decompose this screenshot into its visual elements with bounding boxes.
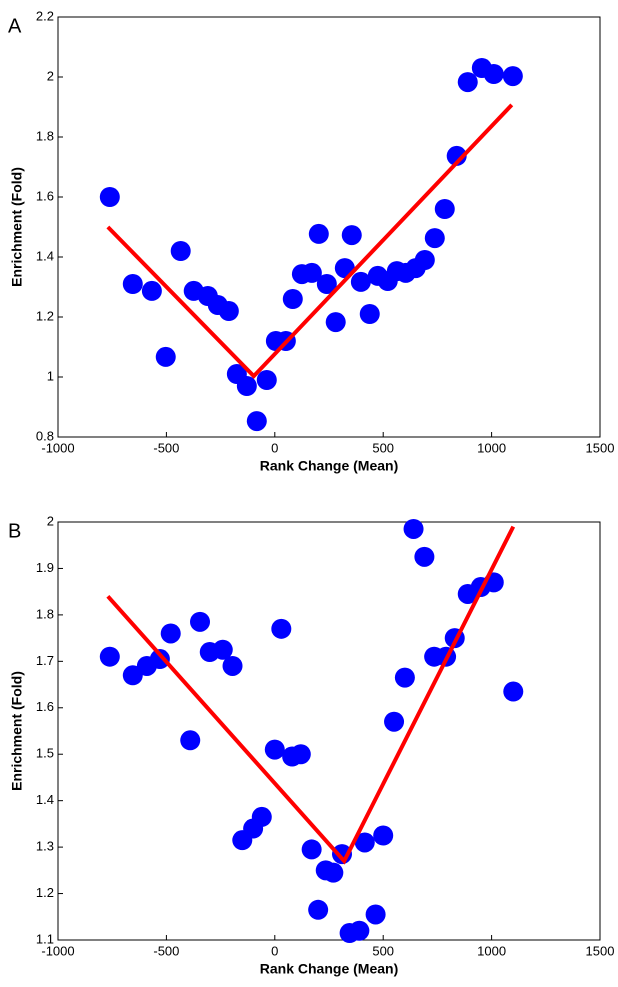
- y-tick-label: 1: [47, 368, 54, 383]
- x-tick-label: -1000: [41, 440, 74, 455]
- y-tick-label: 1.1: [36, 931, 54, 946]
- x-axis-label: Rank Change (Mean): [260, 458, 398, 474]
- data-point: [414, 546, 435, 567]
- x-tick-label: 500: [372, 440, 394, 455]
- y-tick-label: 2: [47, 68, 54, 83]
- panel-label: A: [8, 15, 22, 37]
- y-tick-label: 1.2: [36, 885, 54, 900]
- x-tick-label: 500: [372, 943, 394, 958]
- y-tick-label: 1.4: [36, 248, 54, 263]
- data-point: [483, 64, 504, 84]
- y-tick-label: 1.7: [36, 653, 54, 668]
- y-tick-label: 2.2: [36, 8, 54, 23]
- y-tick-label: 2: [47, 513, 54, 528]
- data-point: [503, 681, 524, 702]
- data-point: [256, 370, 277, 390]
- x-tick-label: -500: [153, 943, 179, 958]
- data-point: [384, 711, 405, 732]
- data-point: [99, 187, 120, 207]
- data-point: [354, 832, 375, 853]
- data-point: [308, 899, 329, 920]
- data-point: [350, 271, 371, 292]
- data-point: [446, 145, 467, 166]
- fit-line: [106, 525, 516, 865]
- data-point: [160, 623, 181, 644]
- data-point: [325, 312, 346, 333]
- data-point: [122, 274, 143, 294]
- data-point: [341, 225, 362, 246]
- y-axis-label: Enrichment (Fold): [9, 167, 25, 287]
- data-point: [301, 262, 322, 283]
- x-tick-label: -500: [153, 440, 179, 455]
- data-point: [155, 346, 176, 367]
- data-point: [218, 301, 239, 321]
- data-point: [141, 280, 162, 301]
- data-point: [246, 411, 267, 432]
- y-tick-label: 1.2: [36, 308, 54, 323]
- data-point: [434, 199, 455, 219]
- panel-label: B: [8, 520, 21, 542]
- data-point: [301, 839, 322, 860]
- data-point: [222, 655, 243, 676]
- y-tick-label: 1.8: [36, 128, 54, 143]
- x-tick-label: 0: [271, 440, 278, 455]
- data-point: [264, 739, 285, 760]
- data-point: [251, 806, 272, 827]
- data-point: [394, 667, 415, 688]
- y-tick-label: 1.6: [36, 188, 54, 203]
- x-tick-label: 1000: [477, 440, 506, 455]
- data-point: [290, 744, 311, 765]
- data-point: [316, 274, 337, 294]
- y-tick-label: 1.8: [36, 606, 54, 621]
- data-point: [457, 72, 478, 93]
- data-point: [373, 825, 394, 846]
- y-tick-label: 1.6: [36, 699, 54, 714]
- data-point: [149, 649, 170, 670]
- y-tick-label: 1.3: [36, 839, 54, 854]
- data-point: [349, 920, 370, 941]
- data-point: [424, 228, 445, 249]
- plot-frame: [57, 16, 601, 438]
- data-point: [323, 862, 344, 883]
- data-point: [122, 665, 143, 686]
- data-point: [170, 241, 191, 261]
- data-point: [414, 250, 435, 270]
- data-point: [403, 518, 424, 539]
- data-point: [99, 646, 120, 667]
- fit-line: [106, 103, 514, 379]
- y-tick-label: 1.9: [36, 560, 54, 575]
- x-axis-label: Rank Change (Mean): [260, 961, 398, 977]
- x-tick-label: 1000: [477, 943, 506, 958]
- x-tick-label: 1500: [586, 943, 615, 958]
- data-point: [190, 611, 211, 632]
- data-point: [359, 304, 380, 324]
- data-point: [236, 376, 257, 396]
- data-point: [365, 904, 386, 925]
- y-tick-label: 1.5: [36, 746, 54, 761]
- data-point: [180, 730, 201, 751]
- y-tick-label: 1.4: [36, 792, 54, 807]
- data-point: [308, 223, 329, 244]
- x-tick-label: -1000: [41, 943, 74, 958]
- y-tick-label: 0.8: [36, 428, 54, 443]
- y-axis-label: Enrichment (Fold): [9, 671, 25, 791]
- x-tick-label: 1500: [586, 440, 615, 455]
- data-point: [282, 289, 303, 309]
- data-point: [502, 66, 523, 87]
- x-tick-label: 0: [271, 943, 278, 958]
- data-point: [212, 639, 233, 660]
- data-point: [271, 618, 292, 639]
